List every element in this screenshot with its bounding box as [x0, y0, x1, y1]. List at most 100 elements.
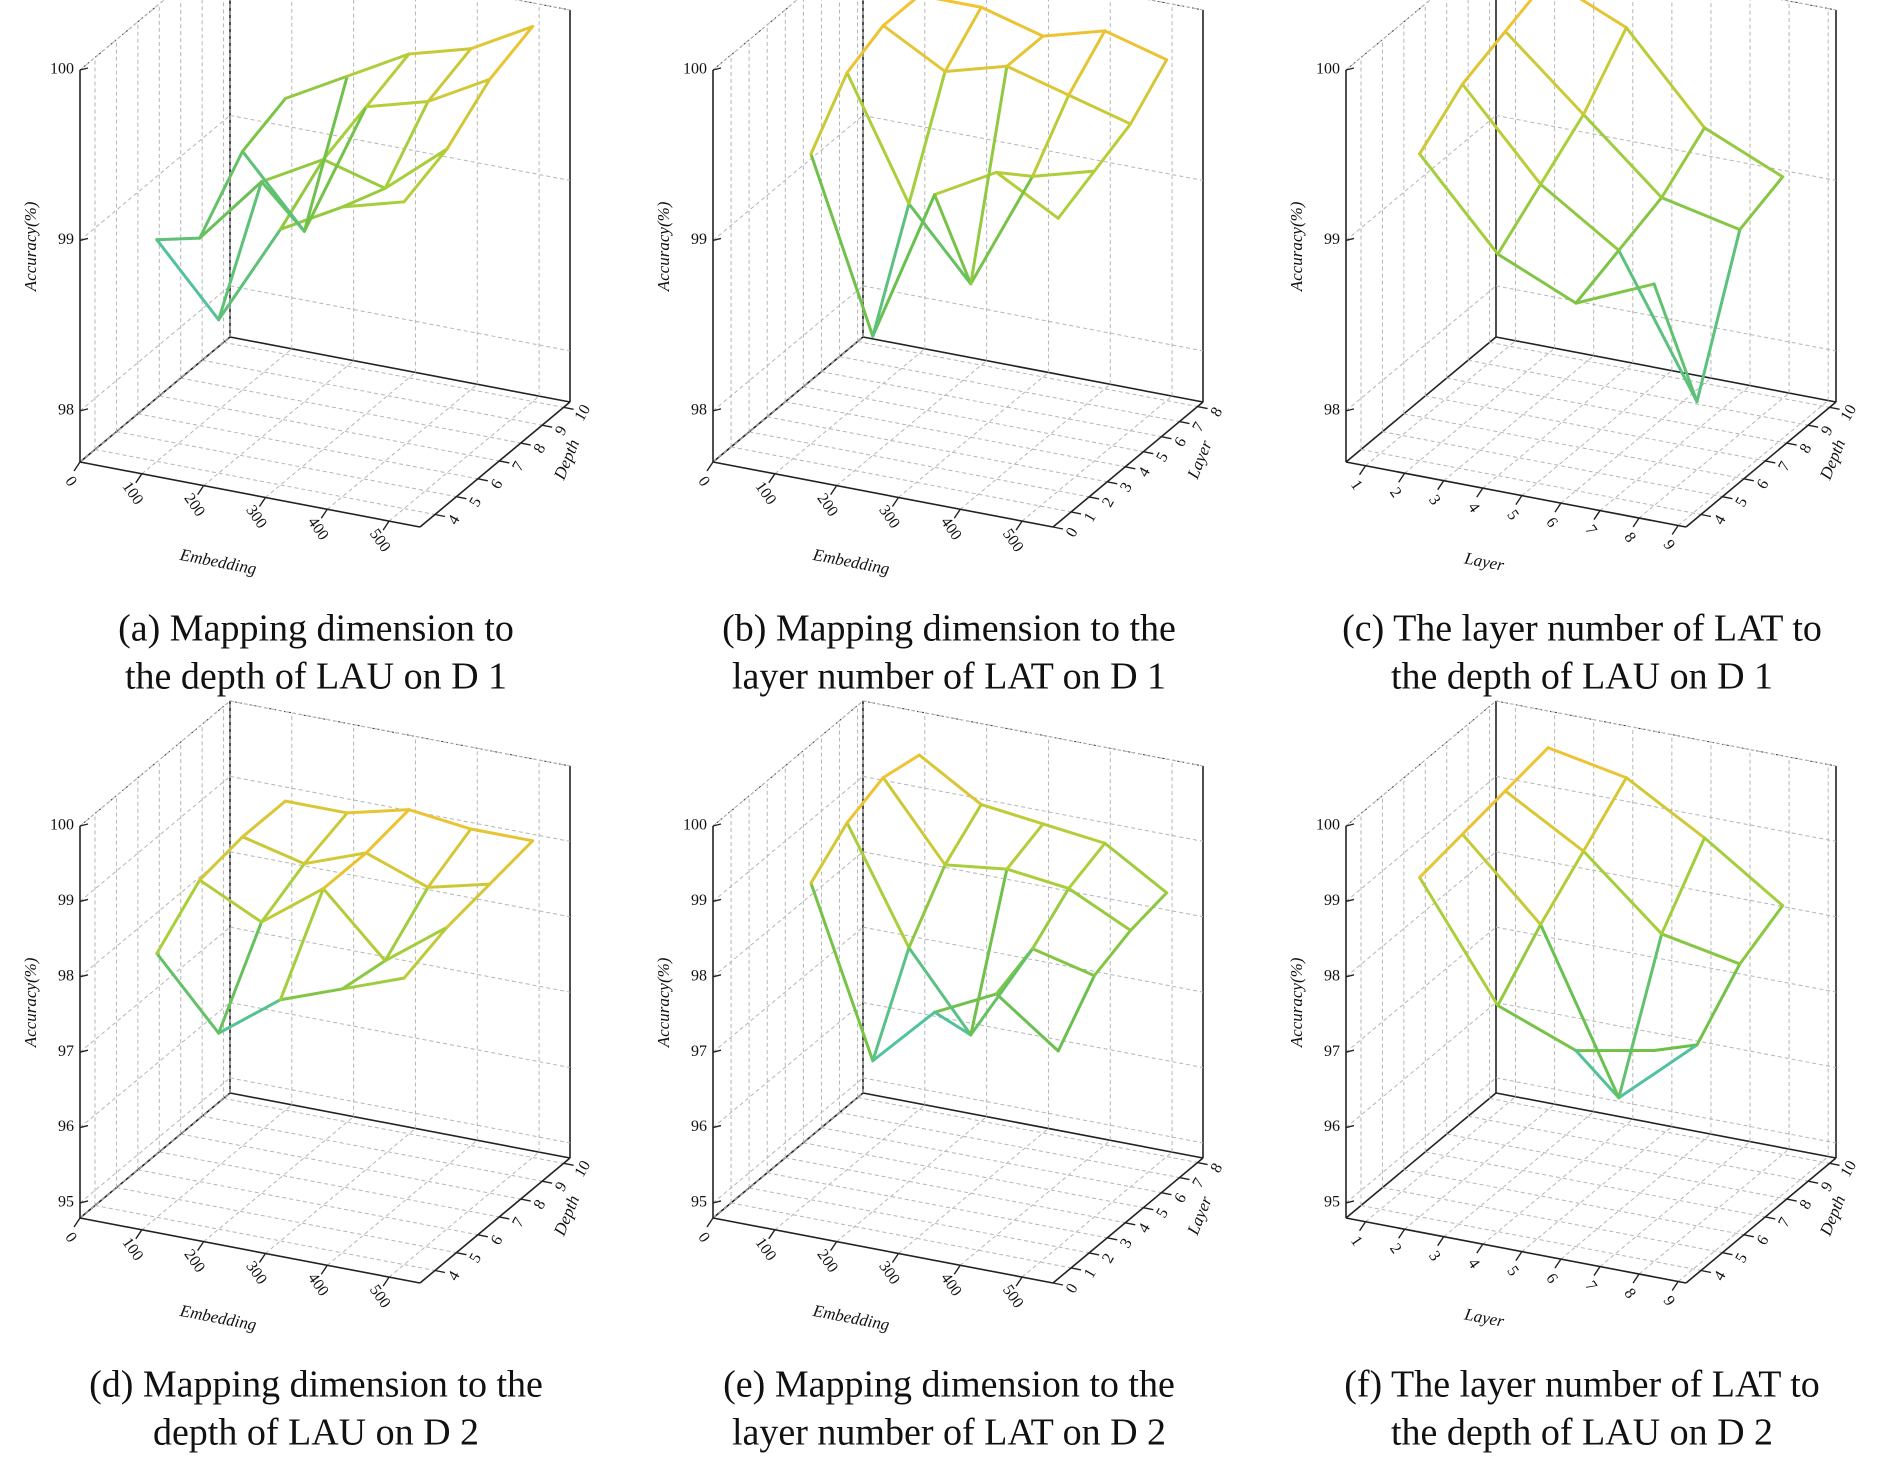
x-axis-label: Embedding [178, 1301, 259, 1335]
grid-line [1489, 341, 1830, 408]
y-axis [1685, 1157, 1837, 1284]
y-tick-label: 6 [488, 477, 507, 492]
z-tick-label: 97 [691, 1043, 707, 1060]
tick-mark [477, 478, 488, 482]
tick-mark [830, 1241, 838, 1252]
grid-line [79, 1092, 231, 1219]
grid-line [774, 348, 926, 475]
tick-mark [79, 237, 89, 242]
wire-segment [364, 52, 411, 109]
x-tick-label: 400 [937, 514, 965, 543]
caption: the depth of LAU on D 1 [1391, 656, 1773, 698]
wire-segment [402, 925, 449, 980]
grid-line [1495, 851, 1837, 918]
wire-segment [1460, 29, 1507, 86]
y-tick-label: 7 [1189, 1175, 1208, 1190]
grid-line [1345, 926, 1497, 1053]
x-tick-label: 400 [304, 514, 332, 543]
wire-segment [933, 193, 973, 286]
wire-segment [345, 52, 411, 78]
x-tick-label: 100 [119, 1235, 147, 1264]
grid-line [79, 336, 231, 463]
y-tick-label: 4 [1711, 512, 1730, 527]
wire-segment [1418, 82, 1464, 156]
caption: (b) Mapping dimension to the [722, 608, 1176, 650]
z-tick-label: 96 [691, 1118, 707, 1135]
y-tick-label: 7 [1189, 419, 1208, 434]
tick-mark [712, 237, 722, 242]
tick-mark [1671, 525, 1679, 535]
grid-line [326, 1139, 478, 1266]
y-tick-label: 3 [1117, 480, 1136, 495]
grid-line [1382, 1187, 1723, 1254]
z-tick-label: 99 [58, 892, 74, 909]
tick-mark [1515, 1251, 1523, 1262]
wire-segment [969, 867, 1009, 1037]
wire-segment [1581, 849, 1664, 936]
x-tick-label: 200 [813, 490, 841, 519]
wire-segment [994, 170, 1035, 178]
wire-segment [1695, 228, 1742, 404]
grid-line [515, 0, 571, 11]
z-axis-label: Accuracy(%) [1287, 201, 1306, 292]
grid-line [1495, 1077, 1837, 1144]
y-tick-label: 2 [1099, 495, 1118, 510]
grid-line [767, 416, 1108, 483]
grid-line [229, 775, 571, 842]
y-tick-label: 4 [445, 512, 464, 527]
x-tick-label: 5 [1503, 507, 1522, 523]
tick-mark [712, 974, 722, 978]
wire-segment [340, 959, 387, 991]
wire-segment [340, 186, 387, 209]
tick-mark [79, 1124, 89, 1129]
wire-segment [469, 827, 535, 843]
y-tick-label: 1 [1081, 510, 1100, 525]
back-edge [229, 336, 571, 403]
grid-line [229, 285, 571, 352]
tick-mark [830, 485, 838, 496]
x-tick-label: 0 [61, 473, 80, 489]
caption: layer number of LAT on D 2 [732, 1412, 1166, 1454]
wire-segment [1067, 841, 1107, 890]
wire-segment [383, 147, 449, 190]
tick-mark [1089, 1252, 1100, 1256]
grid-line [785, 1157, 1126, 1224]
wire-segment [1041, 29, 1107, 38]
top-edge [79, 0, 165, 71]
tick-mark [1593, 510, 1601, 520]
x-axis-label: Layer [1462, 548, 1506, 574]
grid-line [229, 114, 571, 181]
panel: 0 100 200 300 400 500 0123456789596979899100Em… [654, 700, 1226, 1454]
z-tick-label: 98 [58, 402, 74, 419]
wire-segment [907, 946, 973, 1037]
tick-mark [258, 1253, 267, 1263]
tick-mark [73, 1217, 81, 1228]
z-tick-label: 99 [58, 231, 74, 248]
tick-mark [1015, 520, 1023, 531]
tick-mark [1765, 1216, 1776, 1220]
y-tick-label: 9 [1818, 423, 1837, 438]
y-tick-label: 0 [1063, 525, 1082, 540]
wire-segment [1056, 169, 1096, 220]
wire-segment [364, 100, 430, 109]
grid-line [836, 1116, 987, 1243]
tick-mark [1070, 511, 1082, 515]
grid-line [862, 1077, 1204, 1144]
y-tick-label: 8 [1208, 404, 1227, 419]
grid-line [839, 356, 1180, 423]
top-edge [515, 0, 571, 11]
x-tick-label: 0 [61, 1229, 80, 1245]
y-tick-label: 10 [1837, 402, 1860, 424]
wire-segment [1041, 822, 1107, 845]
grid-line [229, 1077, 571, 1144]
wire-segment [1652, 1043, 1699, 1052]
wire-segment [364, 808, 411, 855]
grid-line [1443, 355, 1595, 482]
grid-line [1345, 115, 1497, 241]
wire-segment [1496, 923, 1543, 1007]
tick-mark [382, 520, 390, 531]
caption: the depth of LAU on D 2 [1391, 1412, 1773, 1454]
wire-segment [283, 74, 349, 101]
y-tick-label: 8 [531, 1197, 550, 1212]
grid-line [959, 1139, 1111, 1266]
